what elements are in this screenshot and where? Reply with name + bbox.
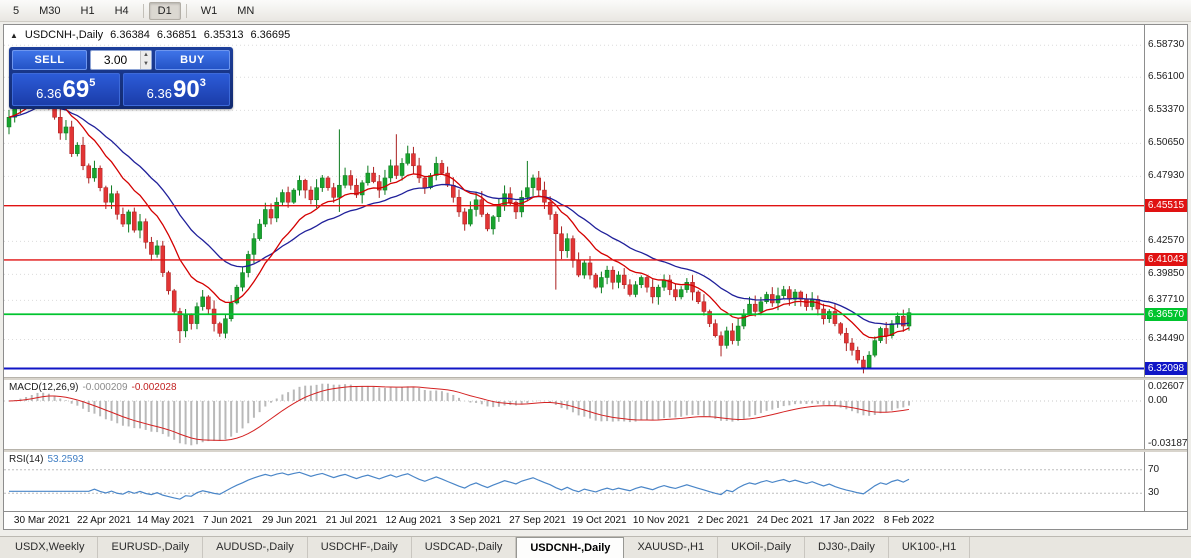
price-axis-tick: 6.42570 — [1148, 235, 1185, 247]
time-axis-tick: 24 Dec 2021 — [756, 515, 814, 526]
chart-tab[interactable]: EURUSD-,Daily — [98, 537, 204, 558]
sell-button[interactable]: SELL — [12, 50, 87, 70]
macd-axis-tick: 0.02607 — [1148, 381, 1185, 392]
time-axis-tick: 10 Nov 2021 — [632, 515, 690, 526]
chart-tab[interactable]: USDX,Weekly — [2, 537, 99, 558]
time-axis-tick: 2 Dec 2021 — [697, 515, 749, 526]
time-axis-tick: 19 Oct 2021 — [572, 515, 627, 526]
symbol-ohlc-label: ▲ USDCNH-,Daily 6.36384 6.36851 6.35313 … — [10, 29, 290, 41]
price-axis-tick: 6.37710 — [1148, 294, 1185, 306]
buy-button[interactable]: BUY — [155, 50, 230, 70]
timeframe-toolbar: 5 M30 H1 H4 D1 W1 MN — [0, 0, 1191, 22]
chart-tab-bar: USDX,Weekly EURUSD-,Daily AUDUSD-,Daily USD… — [0, 536, 1191, 558]
price-level-badge: 6.36570 — [1145, 307, 1187, 321]
price-axis-tick: 6.58730 — [1148, 39, 1185, 51]
price-axis-tick: 6.47930 — [1148, 170, 1185, 182]
macd-pane[interactable]: MACD(12,26,9) -0.000209 -0.002028 — [4, 380, 1144, 449]
price-level-badge: 6.32098 — [1145, 362, 1187, 376]
macd-axis[interactable]: 0.02607 0.00 -0.03187 — [1145, 380, 1187, 449]
price-pane[interactable]: ▲ USDCNH-,Daily 6.36384 6.36851 6.35313 … — [4, 25, 1144, 377]
timeframe-button-h1[interactable]: H1 — [72, 2, 104, 20]
timeframe-button-w1[interactable]: W1 — [192, 2, 227, 20]
time-axis-tick: 12 Aug 2021 — [385, 515, 442, 526]
lot-decrease-button[interactable]: ▼ — [141, 60, 151, 69]
time-axis-tick: 17 Jan 2022 — [819, 515, 875, 526]
symbol-arrow-icon: ▲ — [10, 30, 18, 40]
timeframe-button-5[interactable]: 5 — [4, 2, 28, 20]
lot-spinner: ▲ ▼ — [140, 51, 151, 69]
sell-price-big: 69 — [62, 75, 90, 103]
timeframe-button-m30[interactable]: M30 — [30, 2, 69, 20]
price-axis-tick: 6.34490 — [1148, 333, 1185, 345]
time-axis-tick: 22 Apr 2021 — [76, 515, 131, 526]
toolbar-separator — [142, 3, 144, 18]
rsi-axis-tick: 70 — [1148, 463, 1160, 475]
buy-price-big: 90 — [172, 75, 200, 103]
buy-price-prefix: 6.36 — [146, 85, 172, 101]
macd-chart-canvas[interactable] — [4, 380, 1144, 449]
time-axis-tick: 27 Sep 2021 — [509, 515, 566, 526]
rsi-chart-canvas[interactable] — [4, 452, 1144, 511]
rsi-axis[interactable]: 70 30 — [1145, 452, 1187, 511]
price-level-badge: 6.45515 — [1145, 199, 1187, 213]
chart-tab[interactable]: UKOil-,Daily — [718, 537, 805, 558]
chart-tab[interactable]: USDCHF-,Daily — [308, 537, 412, 558]
timeframe-button-h4[interactable]: H4 — [106, 2, 138, 20]
chart-tab[interactable]: XAUUSD-,H1 — [624, 537, 719, 558]
symbol-name: USDCNH-,Daily — [24, 29, 104, 41]
macd-signal-value: -0.002028 — [131, 382, 177, 393]
rsi-pane[interactable]: RSI(14) 53.2593 — [4, 452, 1144, 511]
timeframe-button-d1[interactable]: D1 — [148, 1, 181, 20]
buy-price-button[interactable]: 6.36 90 3 — [122, 73, 230, 106]
time-axis-tick: 8 Feb 2022 — [883, 515, 935, 526]
lot-size-field[interactable]: 3.00 ▲ ▼ — [90, 50, 152, 70]
chart-window: ▲ USDCNH-,Daily 6.36384 6.36851 6.35313 … — [3, 24, 1188, 530]
chart-tab[interactable]: UK100-,H1 — [889, 537, 971, 558]
price-axis-tick: 6.53370 — [1148, 104, 1185, 116]
time-axis-tick: 29 Jun 2021 — [262, 515, 318, 526]
pane-splitter[interactable] — [4, 449, 1187, 452]
ohlc-high: 6.36851 — [156, 29, 197, 41]
time-axis-tick: 30 Mar 2021 — [13, 515, 71, 526]
time-axis-tick: 3 Sep 2021 — [449, 515, 502, 526]
pane-splitter[interactable] — [4, 377, 1187, 380]
time-axis[interactable]: 30 Mar 2021 22 Apr 2021 14 May 2021 7 Jun 2… — [4, 511, 1187, 529]
price-axis[interactable]: 6.58730 6.56100 6.53370 6.50650 6.47930 6.425… — [1145, 25, 1187, 377]
rsi-label: RSI(14) 53.2593 — [9, 454, 84, 465]
macd-axis-tick: 0.00 — [1148, 394, 1168, 406]
sell-price-sup: 5 — [89, 76, 96, 89]
price-chart-canvas[interactable] — [4, 25, 1144, 377]
macd-axis-tick: -0.03187 — [1148, 438, 1188, 449]
rsi-axis-tick: 30 — [1148, 487, 1160, 499]
sell-price-prefix: 6.36 — [36, 85, 62, 101]
lot-value[interactable]: 3.00 — [103, 53, 128, 67]
rsi-name: RSI(14) — [9, 454, 44, 465]
toolbar-separator — [185, 3, 187, 18]
time-axis-tick: 7 Jun 2021 — [203, 515, 253, 526]
price-axis-tick: 6.39850 — [1148, 268, 1185, 280]
macd-name: MACD(12,26,9) — [9, 382, 79, 393]
price-axis-tick: 6.50650 — [1148, 137, 1185, 149]
chart-tab[interactable]: USDCNH-,Daily — [516, 537, 625, 558]
price-level-badge: 6.41043 — [1145, 253, 1187, 267]
chart-tab[interactable]: AUDUSD-,Daily — [203, 537, 308, 558]
macd-label: MACD(12,26,9) -0.000209 -0.002028 — [9, 382, 177, 393]
ohlc-close: 6.36695 — [250, 29, 291, 41]
chart-tab[interactable]: DJ30-,Daily — [805, 537, 889, 558]
sell-price-button[interactable]: 6.36 69 5 — [12, 73, 120, 106]
buy-price-sup: 3 — [199, 76, 206, 89]
macd-main-value: -0.000209 — [82, 382, 128, 393]
timeframe-button-mn[interactable]: MN — [228, 2, 263, 20]
one-click-trading-panel: SELL 3.00 ▲ ▼ BUY 6.36 69 5 6.36 90 3 — [9, 47, 233, 109]
rsi-value: 53.2593 — [47, 454, 84, 465]
price-axis-tick: 6.56100 — [1148, 71, 1185, 83]
time-axis-tick: 21 Jul 2021 — [325, 515, 378, 526]
ohlc-low: 6.35313 — [203, 29, 244, 41]
axis-divider — [1144, 25, 1145, 529]
chart-tab[interactable]: USDCAD-,Daily — [412, 537, 517, 558]
ohlc-open: 6.36384 — [110, 29, 150, 41]
time-axis-tick: 14 May 2021 — [136, 515, 195, 526]
lot-increase-button[interactable]: ▲ — [141, 51, 151, 60]
